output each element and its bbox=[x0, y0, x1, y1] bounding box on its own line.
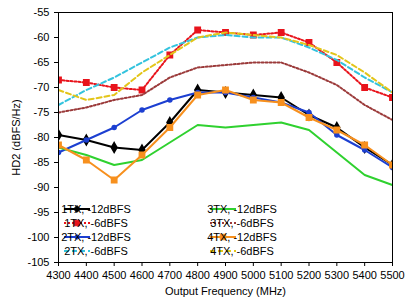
svg-text:-85: -85 bbox=[34, 156, 50, 168]
svg-text:4500: 4500 bbox=[102, 269, 126, 281]
svg-text:4400: 4400 bbox=[74, 269, 98, 281]
svg-text:5100: 5100 bbox=[269, 269, 293, 281]
svg-text:-75: -75 bbox=[34, 106, 50, 118]
svg-text:2TX, -12dBFS: 2TX, -12dBFS bbox=[61, 231, 131, 243]
svg-text:-55: -55 bbox=[34, 6, 50, 18]
svg-text:-65: -65 bbox=[34, 56, 50, 68]
svg-text:5500: 5500 bbox=[380, 269, 404, 281]
svg-text:-80: -80 bbox=[34, 131, 50, 143]
svg-text:5000: 5000 bbox=[241, 269, 265, 281]
svg-text:4600: 4600 bbox=[130, 269, 154, 281]
svg-text:3TX, -12dBFS: 3TX, -12dBFS bbox=[207, 203, 277, 215]
svg-text:1TX, -6dBFS: 1TX, -6dBFS bbox=[64, 217, 128, 229]
svg-text:5200: 5200 bbox=[297, 269, 321, 281]
svg-text:-70: -70 bbox=[34, 81, 50, 93]
svg-text:1TX, -12dBFS: 1TX, -12dBFS bbox=[61, 203, 131, 215]
svg-text:4900: 4900 bbox=[213, 269, 237, 281]
svg-text:-100: -100 bbox=[27, 231, 49, 243]
svg-text:HD2 (dBFS/Hz): HD2 (dBFS/Hz) bbox=[10, 99, 22, 175]
svg-text:4300: 4300 bbox=[46, 269, 70, 281]
svg-text:3TX, -6dBFS: 3TX, -6dBFS bbox=[210, 217, 274, 229]
svg-text:5400: 5400 bbox=[352, 269, 376, 281]
svg-text:2TX, -6dBFS: 2TX, -6dBFS bbox=[64, 245, 128, 257]
svg-text:-90: -90 bbox=[34, 181, 50, 193]
svg-text:-95: -95 bbox=[34, 206, 50, 218]
svg-text:4TX, -6dBFS: 4TX, -6dBFS bbox=[210, 245, 274, 257]
svg-text:4800: 4800 bbox=[185, 269, 209, 281]
svg-text:-105: -105 bbox=[27, 256, 49, 268]
svg-text:4TX, -12dBFS: 4TX, -12dBFS bbox=[207, 231, 277, 243]
svg-text:4700: 4700 bbox=[158, 269, 182, 281]
svg-text:Output Frequency (MHz): Output Frequency (MHz) bbox=[165, 285, 286, 297]
svg-text:-60: -60 bbox=[34, 31, 50, 43]
svg-text:5300: 5300 bbox=[325, 269, 349, 281]
